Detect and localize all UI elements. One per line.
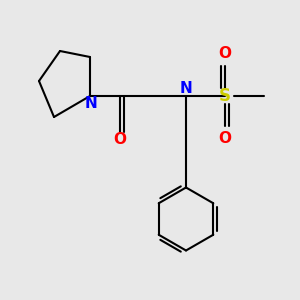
- Text: N: N: [85, 96, 98, 111]
- Text: O: O: [218, 131, 232, 146]
- Text: N: N: [180, 81, 192, 96]
- Text: S: S: [219, 87, 231, 105]
- Text: O: O: [218, 46, 232, 61]
- Text: O: O: [113, 132, 127, 147]
